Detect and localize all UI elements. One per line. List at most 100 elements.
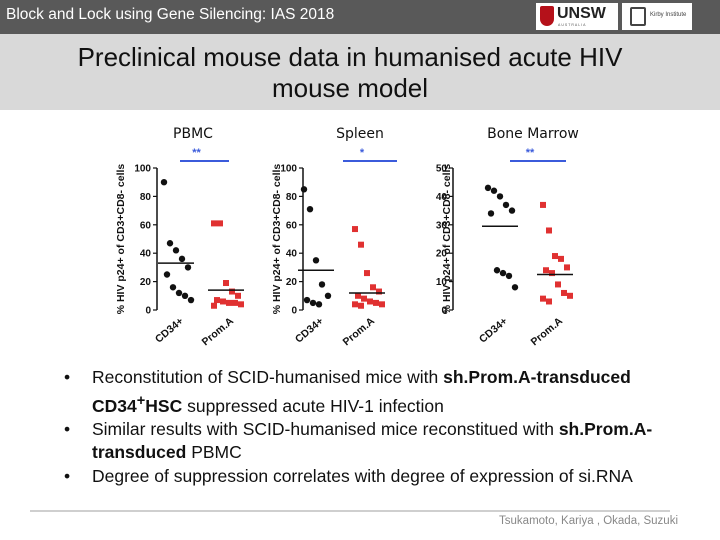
data-point-cd34: [303, 296, 311, 304]
y-tick-label: 30: [436, 220, 448, 231]
data-point-cd34: [175, 289, 183, 297]
data-point-proma: [540, 201, 546, 208]
y-tick-label: 60: [286, 220, 298, 231]
y-tick-label: 60: [140, 220, 152, 231]
data-point-cd34: [505, 272, 513, 280]
footer-divider: [30, 510, 670, 512]
data-point-proma: [220, 298, 226, 305]
data-point-proma: [555, 281, 561, 288]
significance-marker: *: [360, 147, 365, 159]
bullet-marker: •: [64, 418, 71, 439]
data-point-proma: [235, 292, 241, 299]
data-point-proma: [358, 241, 364, 248]
y-tick-label: 40: [286, 249, 298, 260]
y-tick-label: 20: [140, 277, 152, 288]
bullet-list: • Reconstitution of SCID-humanised mice w…: [62, 366, 682, 488]
data-point-proma: [355, 292, 361, 299]
data-point-cd34: [508, 207, 516, 214]
data-point-cd34: [324, 292, 332, 299]
x-category-label: Prom.A: [529, 315, 566, 348]
data-point-proma: [358, 302, 364, 309]
data-point-cd34: [181, 292, 189, 299]
data-point-cd34: [184, 264, 192, 271]
data-point-proma: [352, 226, 358, 233]
bullet-text: sh.Prom.A-transduced CD34: [92, 367, 631, 416]
data-point-cd34: [300, 186, 308, 193]
data-point-proma: [238, 301, 244, 308]
y-tick-label: 40: [436, 192, 448, 203]
data-point-cd34: [166, 240, 174, 247]
kirby-k-icon: [630, 7, 646, 26]
y-tick-label: 20: [286, 277, 298, 288]
data-point-proma: [229, 288, 235, 295]
author-credit: Tsukamoto, Kariya , Okada, Suzuki: [499, 515, 678, 527]
x-category-label: CD34+: [293, 315, 326, 345]
unsw-crest-icon: [540, 6, 554, 26]
y-axis-label: % HIV p24+ of CD3+CD8- cells: [441, 164, 453, 315]
data-point-proma: [364, 270, 370, 277]
data-point-proma: [540, 295, 546, 302]
data-point-cd34: [511, 284, 519, 291]
bullet-marker: •: [64, 465, 71, 486]
data-point-proma: [561, 289, 567, 296]
title-band: [0, 34, 720, 110]
data-point-cd34: [496, 193, 504, 200]
data-point-proma: [226, 299, 232, 306]
panel-title: Bone Marrow: [487, 126, 579, 142]
data-point-cd34: [315, 301, 323, 308]
data-point-proma: [211, 220, 217, 227]
y-axis-label: % HIV p24+ of CD3+CD8- cells: [271, 164, 283, 315]
data-point-cd34: [306, 205, 314, 213]
data-point-proma: [373, 299, 379, 306]
bullet-text: sh.Prom.A-transduced: [92, 418, 653, 463]
bullet-text: Degree of suppression correlates with de…: [92, 465, 633, 486]
data-point-cd34: [172, 247, 180, 254]
data-point-cd34: [493, 267, 501, 274]
data-point-proma: [546, 227, 552, 234]
y-tick-label: 80: [140, 192, 152, 203]
y-tick-label: 0: [441, 306, 447, 317]
data-point-cd34: [187, 296, 195, 304]
y-tick-label: 0: [291, 306, 297, 317]
bullet-marker: •: [64, 367, 71, 387]
data-point-proma: [352, 301, 358, 308]
data-point-cd34: [160, 179, 168, 186]
significance-marker: **: [526, 147, 535, 159]
y-tick-label: 20: [436, 249, 448, 260]
data-point-cd34: [499, 269, 507, 277]
bullet-text: Similar results with SCID-humanised mice…: [92, 418, 559, 439]
data-point-cd34: [169, 284, 177, 291]
y-tick-label: 50: [436, 164, 448, 175]
bullet-text: suppressed acute HIV-1 infection: [182, 395, 444, 416]
data-point-proma: [549, 270, 555, 277]
data-point-cd34: [487, 210, 495, 217]
x-category-label: Prom.A: [341, 315, 378, 348]
data-point-proma: [543, 267, 549, 274]
data-point-proma: [214, 297, 220, 304]
y-tick-label: 40: [140, 249, 152, 260]
kirby-institute-logo: Kirby Institute: [622, 3, 692, 30]
panel-title: Spleen: [336, 126, 384, 142]
panel-title: PBMC: [173, 126, 213, 142]
bullet-text: PBMC: [186, 442, 242, 463]
data-point-cd34: [163, 271, 171, 278]
data-point-proma: [546, 298, 552, 305]
unsw-logo-subtext: AUSTRALIA: [558, 23, 587, 27]
bullet-text: +: [136, 392, 146, 409]
slide-title: Preclinical mouse data in humanised acut…: [77, 42, 623, 103]
data-point-proma: [552, 253, 558, 260]
data-point-proma: [370, 284, 376, 291]
data-point-proma: [564, 264, 570, 271]
data-point-cd34: [490, 187, 498, 194]
data-point-cd34: [318, 281, 326, 288]
presentation-title: Block and Lock using Gene Silencing: IAS…: [6, 6, 335, 23]
data-point-proma: [211, 302, 217, 309]
y-tick-label: 100: [280, 164, 297, 175]
x-category-label: CD34+: [477, 315, 510, 345]
kirby-logo-text: Kirby Institute: [650, 12, 687, 18]
data-point-proma: [376, 288, 382, 295]
significance-marker: **: [192, 147, 201, 159]
bullet-item: • Similar results with SCID-humanised mic…: [62, 418, 682, 465]
y-tick-label: 0: [145, 306, 151, 317]
unsw-logo: UNSW AUSTRALIA: [536, 3, 618, 30]
